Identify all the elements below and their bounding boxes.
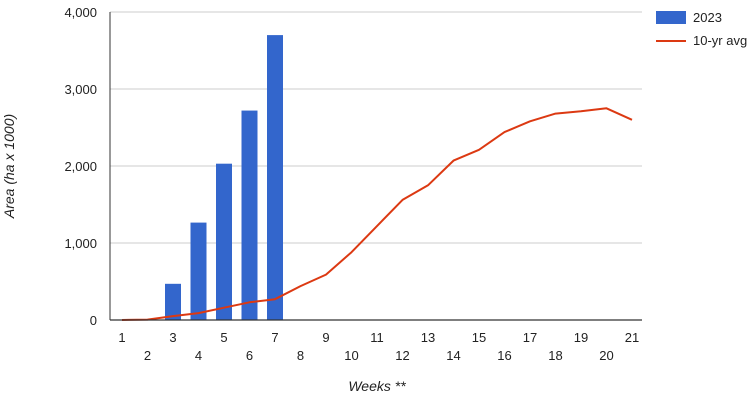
y-tick-label: 0 [90,313,97,328]
x-tick-label: 11 [370,330,384,345]
x-tick-label: 13 [421,330,435,345]
x-tick-label: 15 [472,330,486,345]
bar [267,35,283,320]
x-tick-label: 2 [144,348,151,363]
x-tick-label: 4 [195,348,202,363]
legend: 2023 10-yr avg [656,10,747,48]
bar [241,110,258,320]
x-tick-label: 10 [344,348,358,363]
x-tick-label: 9 [322,330,329,345]
x-tick-label: 5 [220,330,227,345]
x-tick-label: 12 [395,348,409,363]
y-axis-ticks: 0 1,000 2,000 3,000 4,000 [64,5,97,328]
axes [109,12,642,321]
x-axis-title: Weeks ** [348,378,406,394]
x-tick-label: 16 [497,348,511,363]
y-tick-label: 4,000 [64,5,97,20]
x-tick-label: 20 [599,348,613,363]
bar [216,163,232,320]
x-tick-label: 1 [118,330,125,345]
x-tick-label: 14 [446,348,460,363]
x-tick-label: 6 [246,348,253,363]
x-tick-label: 21 [625,330,639,345]
y-tick-label: 2,000 [64,159,97,174]
x-tick-label: 19 [574,330,588,345]
line-10-yr-avg [121,107,633,321]
bar [190,222,207,320]
legend-label-10-yr-avg: 10-yr avg [693,33,747,48]
x-tick-label: 7 [271,330,278,345]
x-tick-label: 3 [169,330,176,345]
x-tick-label: 18 [548,348,562,363]
legend-swatch-2023 [656,11,686,24]
line-series-10-yr-avg [121,107,633,321]
gridlines [110,11,642,244]
y-axis-title: Area (ha x 1000) [1,114,17,219]
x-tick-label: 17 [523,330,537,345]
bar-series-2023 [165,35,283,320]
x-tick-label: 8 [297,348,304,363]
bar [165,283,181,320]
y-tick-label: 1,000 [64,236,97,251]
y-tick-label: 3,000 [64,82,97,97]
legend-label-2023: 2023 [693,10,722,25]
